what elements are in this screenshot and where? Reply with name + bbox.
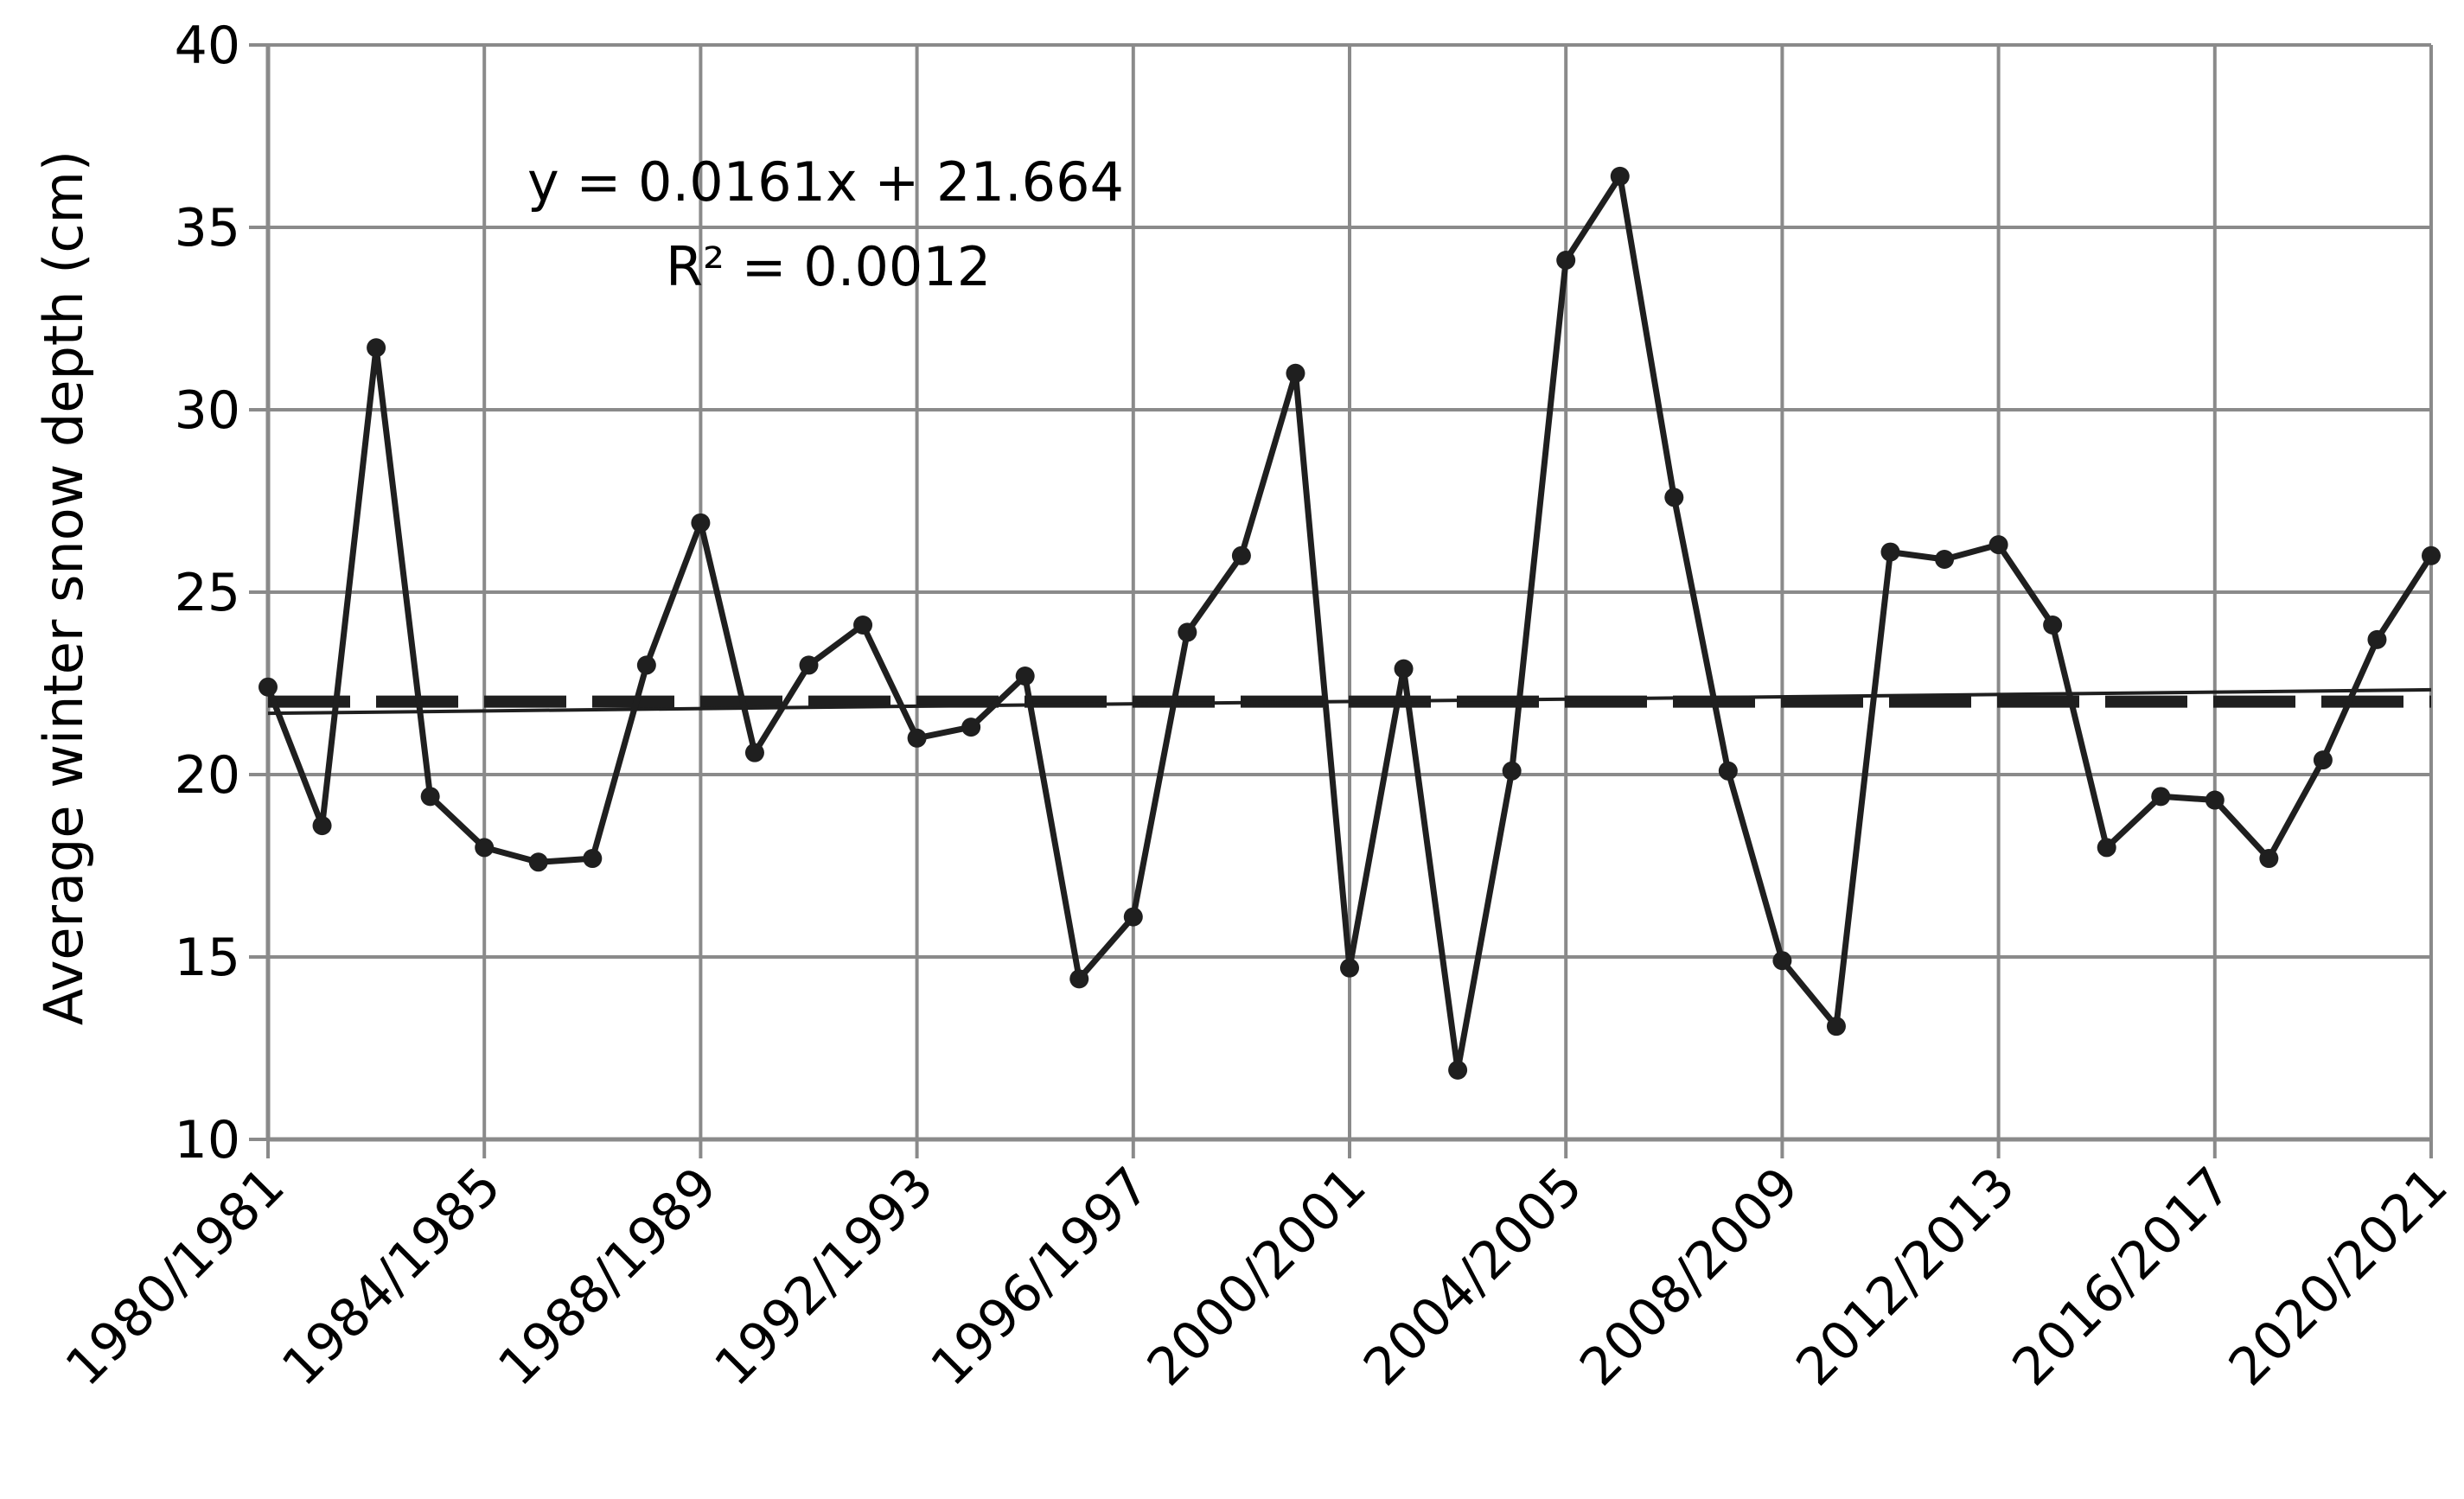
data-point bbox=[1988, 535, 2008, 555]
data-point bbox=[2097, 838, 2116, 858]
x-tick-label: 1996/1997 bbox=[920, 1156, 1162, 1398]
data-point bbox=[1826, 1017, 1846, 1037]
annotations: y = 0.0161x + 21.664 R² = 0.0012 bbox=[527, 150, 1124, 298]
data-point bbox=[528, 852, 548, 872]
data-point bbox=[2151, 787, 2171, 807]
x-tick-label: 2008/2009 bbox=[1568, 1156, 1810, 1398]
y-tick-label: 15 bbox=[175, 928, 240, 988]
data-point bbox=[2367, 629, 2387, 649]
data-point bbox=[691, 513, 711, 533]
data-point bbox=[1610, 166, 1630, 186]
x-tick-label: 2000/2001 bbox=[1136, 1156, 1378, 1398]
data-point bbox=[2043, 615, 2063, 635]
y-tick-labels: 10 15 20 25 30 35 40 bbox=[175, 16, 240, 1170]
equation-label: y = 0.0161x + 21.664 bbox=[527, 150, 1124, 214]
data-point bbox=[2422, 545, 2441, 565]
data-point bbox=[1069, 969, 1089, 989]
data-point bbox=[907, 728, 927, 748]
data-point bbox=[259, 677, 278, 697]
data-point bbox=[1880, 542, 1900, 562]
data-point bbox=[636, 655, 656, 675]
x-tick-label: 2020/2021 bbox=[2218, 1156, 2460, 1398]
x-tick-label: 1988/1989 bbox=[487, 1156, 729, 1398]
data-point bbox=[1340, 958, 1359, 978]
x-tick-label: 1980/1981 bbox=[54, 1156, 297, 1398]
data-point bbox=[1015, 667, 1035, 686]
y-tick-label: 20 bbox=[175, 745, 240, 806]
data-point bbox=[961, 718, 981, 737]
data-point bbox=[2259, 849, 2279, 869]
grid bbox=[249, 43, 2433, 1158]
data-point bbox=[1123, 907, 1143, 927]
y-tick-label: 40 bbox=[175, 16, 240, 76]
data-point bbox=[1394, 659, 1414, 679]
data-point bbox=[799, 655, 819, 675]
x-tick-label: 2012/2013 bbox=[1784, 1156, 2027, 1398]
data-point bbox=[853, 615, 873, 635]
x-tick-label: 1992/1993 bbox=[703, 1156, 945, 1398]
data-point bbox=[1556, 250, 1576, 270]
data-point bbox=[1502, 761, 1522, 781]
data-point bbox=[744, 743, 764, 762]
y-tick-label: 35 bbox=[175, 198, 240, 258]
series-group bbox=[259, 166, 2441, 1080]
x-tick-label: 2016/2017 bbox=[2001, 1156, 2244, 1398]
data-point bbox=[1448, 1060, 1468, 1080]
data-point bbox=[1935, 550, 1955, 570]
x-tick-labels: 1980/19811984/19851988/19891992/19931996… bbox=[54, 1156, 2460, 1398]
x-tick-label: 1984/1985 bbox=[271, 1156, 513, 1398]
r-squared-label: R² = 0.0012 bbox=[666, 235, 991, 298]
data-point bbox=[367, 338, 386, 358]
data-point bbox=[475, 838, 495, 858]
data-point bbox=[1231, 545, 1251, 565]
data-point bbox=[1718, 761, 1738, 781]
data-point bbox=[1772, 951, 1792, 971]
x-tick-label: 2004/2005 bbox=[1352, 1156, 1594, 1398]
data-point bbox=[312, 816, 332, 836]
y-tick-label: 30 bbox=[175, 380, 240, 441]
data-point bbox=[2313, 750, 2333, 770]
data-point bbox=[1286, 363, 1305, 383]
y-tick-label: 25 bbox=[175, 563, 240, 623]
y-tick-label: 10 bbox=[175, 1110, 240, 1170]
data-point bbox=[420, 787, 440, 807]
data-point bbox=[2205, 790, 2225, 810]
data-point bbox=[1178, 622, 1197, 642]
data-point bbox=[583, 849, 603, 869]
data-point bbox=[1664, 488, 1684, 507]
y-axis-title: Average winter snow depth (cm) bbox=[32, 150, 95, 1025]
